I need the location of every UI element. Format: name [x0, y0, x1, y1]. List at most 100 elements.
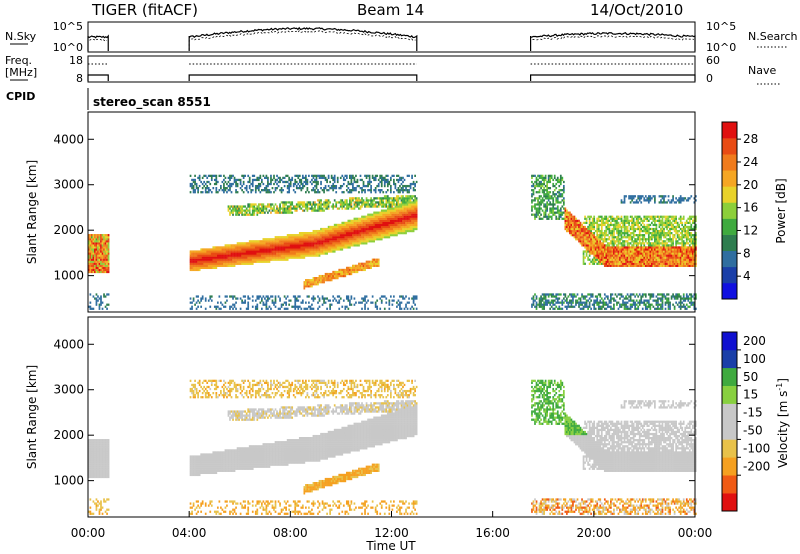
- power-cell: [339, 187, 342, 190]
- power-cell: [617, 234, 620, 237]
- power-cell: [602, 238, 605, 241]
- power-cell: [349, 240, 351, 243]
- power-cell: [376, 201, 379, 204]
- power-cell: [306, 234, 309, 237]
- power-cell: [597, 244, 600, 247]
- power-cell: [603, 232, 606, 235]
- power-cell: [333, 250, 336, 253]
- power-cell: [549, 195, 552, 198]
- power-cell: [365, 225, 368, 229]
- power-cell: [301, 205, 304, 208]
- power-cell: [555, 297, 558, 300]
- power-cell: [191, 254, 193, 257]
- power-cell: [265, 254, 268, 257]
- power-cell: [103, 244, 105, 247]
- power-cell: [559, 174, 562, 177]
- power-cell: [309, 236, 312, 239]
- power-cell: [226, 182, 228, 186]
- power-cell: [95, 303, 98, 306]
- power-cell: [197, 252, 199, 255]
- power-cell: [400, 217, 403, 220]
- power-cell: [241, 184, 243, 188]
- power-cell: [584, 256, 586, 259]
- power-cell: [361, 307, 363, 310]
- power-cell: [388, 232, 391, 235]
- power-cell: [531, 207, 533, 210]
- power-cell: [578, 303, 580, 306]
- power-cell: [285, 256, 287, 259]
- power-cell: [330, 205, 333, 208]
- power-cell: [298, 256, 301, 259]
- power-cell: [396, 195, 398, 198]
- power-cell: [531, 209, 533, 212]
- power-cell: [582, 256, 585, 259]
- power-cell: [235, 246, 237, 249]
- power-cell: [532, 297, 535, 300]
- power-cell: [405, 303, 407, 306]
- power-cell: [619, 254, 621, 257]
- power-cell: [566, 227, 568, 231]
- power-cell: [326, 246, 328, 249]
- power-cell: [197, 268, 199, 272]
- power-cell: [262, 301, 265, 304]
- power-cell: [321, 279, 324, 282]
- power-cell: [614, 258, 617, 261]
- power-cell: [305, 285, 307, 288]
- power-cell: [282, 258, 284, 261]
- power-cell: [262, 258, 265, 261]
- power-cell: [344, 238, 347, 241]
- power-cell: [543, 205, 545, 208]
- power-cell: [218, 307, 221, 310]
- power-cell: [617, 260, 620, 263]
- power-cell: [311, 234, 313, 237]
- power-cell: [254, 248, 257, 251]
- power-cell: [566, 213, 568, 216]
- power-cell: [338, 270, 341, 274]
- power-cell: [279, 256, 281, 259]
- power-cell: [229, 182, 231, 186]
- power-cell: [591, 242, 594, 245]
- power-cell: [610, 215, 612, 218]
- power-cell: [538, 203, 541, 206]
- power-cell: [212, 254, 215, 257]
- power-cell: [614, 256, 617, 259]
- power-cell: [276, 236, 278, 239]
- power-cell: [88, 252, 90, 255]
- power-cell: [215, 182, 218, 186]
- power-cell: [549, 303, 552, 306]
- power-cell: [344, 199, 347, 202]
- power-cell: [247, 174, 250, 177]
- power-cell: [292, 238, 295, 241]
- power-cell: [540, 195, 542, 198]
- power-cell: [244, 250, 247, 253]
- power-cell: [405, 221, 407, 225]
- power-cell: [308, 254, 310, 257]
- power-cell: [320, 205, 322, 208]
- power-cell: [232, 254, 234, 257]
- power-cell: [326, 199, 328, 202]
- power-cell: [317, 252, 319, 255]
- power-cell: [576, 225, 579, 229]
- power-cell: [573, 223, 576, 227]
- power-cell: [359, 266, 362, 270]
- power-cell: [195, 256, 198, 259]
- power-cell: [365, 201, 368, 204]
- power-cell: [608, 248, 611, 251]
- power-cell: [291, 176, 294, 180]
- power-cell: [300, 238, 303, 241]
- power-cell: [250, 260, 253, 263]
- power-cell: [226, 256, 228, 259]
- power-cell: [374, 203, 377, 206]
- power-cell: [344, 232, 347, 235]
- power-cell: [602, 301, 605, 304]
- power-cell: [538, 305, 541, 308]
- power-cell: [412, 189, 415, 192]
- power-cell: [311, 178, 313, 182]
- power-cell: [590, 260, 593, 263]
- power-cell: [593, 252, 596, 255]
- power-cell: [285, 246, 287, 249]
- power-cell: [88, 258, 90, 261]
- power-cell: [327, 274, 330, 278]
- power-cell: [584, 238, 586, 241]
- power-cell: [333, 244, 336, 247]
